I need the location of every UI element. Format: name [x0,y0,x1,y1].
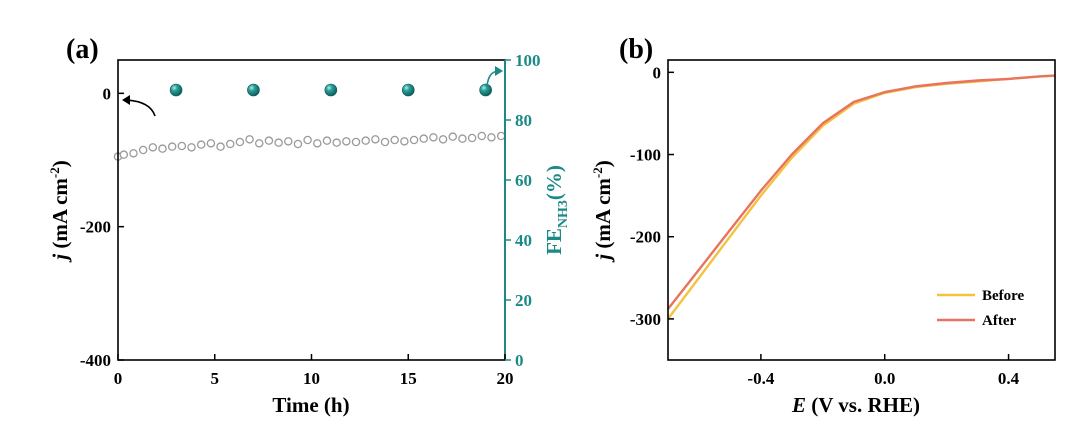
current-density-point [293,139,303,149]
current-density-point [158,144,167,153]
panel-a-left-y-tick-label: -200 [80,218,111,237]
curve-after [667,74,1056,310]
left-axis-arrowhead-icon [122,95,130,105]
current-density-point [390,135,399,145]
panel-a-right-y-tick-label: 0 [515,351,524,370]
current-density-point [477,131,487,141]
current-density-point [148,143,158,152]
panel-b-x-label: E (V vs. RHE) [791,393,920,417]
current-density-point [119,150,129,159]
panel-a-x-tick-label: 0 [114,369,123,388]
panel-b-x-tick-label: 0.0 [874,369,895,388]
current-density-point [371,135,380,144]
legend-before-label: Before [982,288,1025,304]
fe-nh3-point [169,83,183,97]
panel-b-label: (b) [619,34,653,65]
panel-a-right-y-label: FENH3(%) [542,165,571,255]
panel-a-left-y-label: j (mA cm-2) [47,160,72,263]
current-density-point [380,137,390,147]
panel-a-right-y-tick-label: 20 [515,291,532,310]
panel-b-x-ticks: -0.4 0.0 0.4 [747,354,1020,388]
panel-b-x-tick-label: 0.4 [998,369,1020,388]
current-density-point [206,139,216,148]
panel-a-label: (a) [66,34,99,65]
current-density-point [487,133,496,142]
current-density-point [284,137,293,146]
panel-b-y-tick-label: -200 [630,228,661,247]
current-density-point [342,137,351,146]
current-density-point [496,131,506,141]
current-density-point [264,136,274,145]
current-density-point [429,133,438,142]
curve-before [667,74,1056,320]
current-density-point [400,137,409,146]
current-density-point [351,137,361,147]
current-density-point [313,139,322,148]
panel-a-x-tick-label: 15 [400,369,417,388]
panel-b-y-tick-label: -300 [630,310,661,329]
current-density-point [216,142,225,151]
panel-a-right-y-tick-label: 60 [515,171,532,190]
panel-a-left-y-ticks: 0 -200 -400 [80,84,124,370]
panel-b-curves [667,74,1056,320]
fe-nh3-point [401,83,415,97]
panel-a-x-tick-label: 20 [497,369,514,388]
fe-nh3-point [479,83,492,97]
current-density-point [167,142,177,151]
current-density-point [255,139,264,148]
panel-a-right-y-tick-label: 100 [515,51,541,70]
current-density-point [138,145,148,155]
current-density-point [438,135,448,144]
current-density-point [303,135,312,145]
panel-a-left-y-tick-label: 0 [103,84,112,103]
panel-a-left-y-tick-label: -400 [80,351,111,370]
panel-b-y-label: j (mA cm-2) [590,160,615,263]
panel-a-right-y-tick-label: 80 [515,111,532,130]
panel-a-current-series [113,131,506,161]
current-density-point [361,136,370,145]
panel-a-right-y-ticks: 0 20 40 60 80 100 [505,51,541,370]
current-density-point [225,139,235,149]
current-density-point [177,141,187,151]
panel-a-x-tick-label: 5 [211,369,220,388]
panel-a-x-label: Time (h) [272,393,349,417]
current-density-point [448,132,458,141]
current-density-point [409,135,419,145]
current-density-point [274,138,283,147]
panel-a-fe-series [169,83,492,97]
legend-after-label: After [982,313,1016,329]
current-density-point [129,149,138,158]
current-density-point [458,134,467,143]
panel-b-y-ticks: 0 -100 -200 -300 [630,63,674,329]
fe-nh3-point [324,83,338,97]
current-density-point [245,135,254,144]
current-density-point [187,143,196,152]
panel-b-y-tick-label: 0 [653,63,662,82]
fe-nh3-point [247,83,260,97]
panel-b-y-tick-label: -100 [630,146,661,165]
panel-b-frame [667,59,1056,361]
panel-b: (b) -0.4 0.0 0.4 0 -100 -200 -300 Before Afte… [590,34,1056,417]
right-axis-arrowhead-icon [495,66,503,76]
panel-a-x-tick-label: 10 [303,369,320,388]
panel-a-frame [117,59,506,361]
current-density-point [196,140,206,149]
current-density-point [235,137,245,147]
panel-b-x-tick-label: -0.4 [747,369,774,388]
panel-a-right-y-tick-label: 40 [515,231,532,250]
current-density-point [332,138,341,147]
panel-b-legend: Before After [937,288,1025,329]
panel-a-x-ticks: 0 5 10 15 20 [114,354,514,388]
current-density-point [467,133,477,143]
current-density-point [322,136,332,145]
current-density-point [419,134,428,143]
